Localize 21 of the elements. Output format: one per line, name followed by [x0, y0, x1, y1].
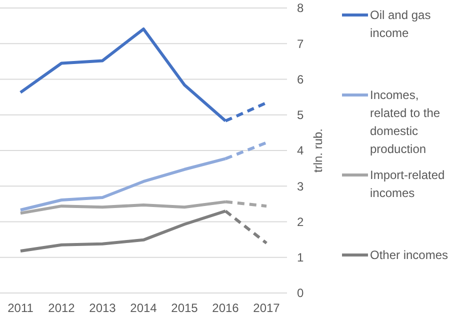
x-tick-label: 2014 [130, 301, 158, 315]
x-tick-label: 2012 [48, 301, 76, 315]
x-tick-label: 2016 [212, 301, 240, 315]
y-tick-label: 3 [297, 179, 304, 194]
legend-label: Import-related incomes [370, 168, 445, 200]
x-tick-label: 2015 [171, 301, 198, 315]
y-tick-label: 5 [297, 108, 304, 122]
y-tick-label: 0 [297, 286, 304, 300]
legend-label: Other incomes [370, 248, 448, 262]
legend-label: Oil and gas income [370, 8, 431, 40]
y-tick-label: 2 [297, 214, 304, 229]
x-tick-label: 2011 [8, 301, 34, 315]
y-tick-label: 7 [297, 36, 304, 51]
x-tick-label: 2017 [253, 301, 280, 315]
y-tick-label: 6 [297, 72, 304, 86]
y-tick-label: 4 [297, 144, 304, 158]
x-tick-label: 2013 [89, 301, 116, 315]
y-tick-label: 1 [297, 250, 304, 265]
legend-label: Incomes, related to the domestic production [370, 88, 440, 156]
y-tick-label: 8 [297, 1, 304, 16]
y-axis-title: trln. rub. [311, 128, 325, 173]
